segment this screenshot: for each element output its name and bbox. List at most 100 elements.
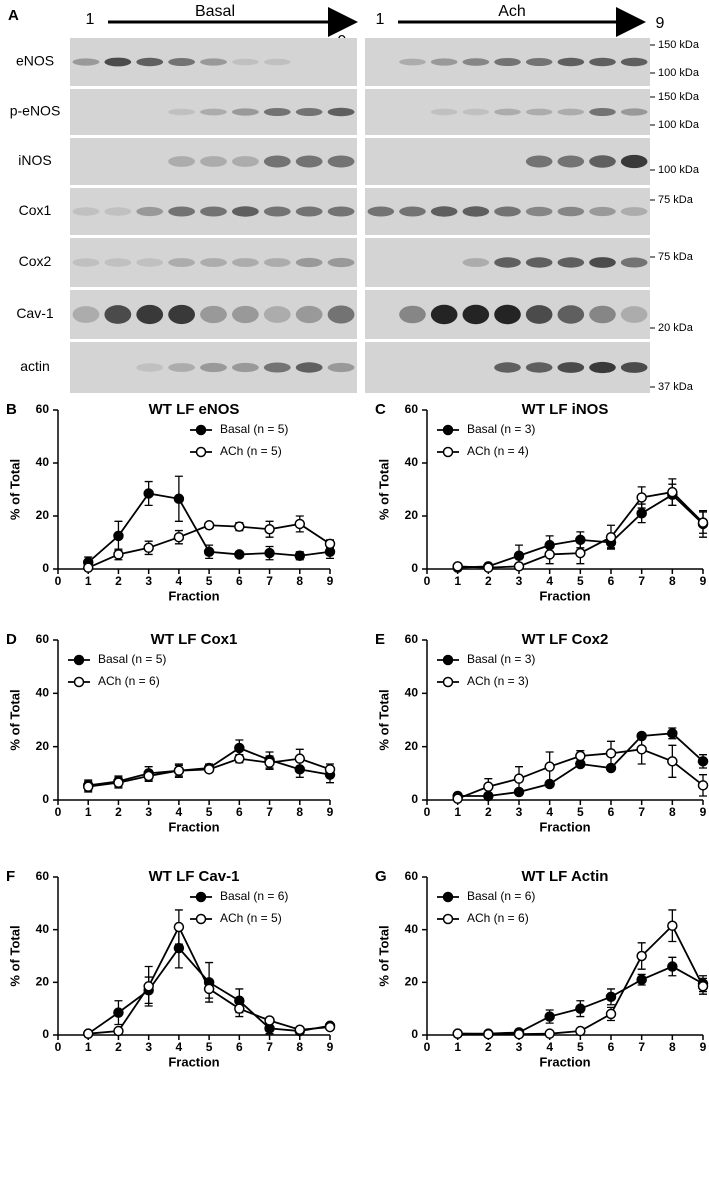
- point: [203, 520, 215, 531]
- band: [525, 362, 553, 373]
- row-label: iNOS: [18, 152, 51, 168]
- band: [525, 305, 553, 324]
- x-tick-label: 2: [115, 1040, 122, 1054]
- point: [513, 1028, 525, 1040]
- point: [173, 921, 185, 933]
- x-tick-label: 9: [327, 805, 334, 819]
- row-label: Cox1: [19, 202, 52, 218]
- row-label: actin: [20, 358, 50, 374]
- point: [513, 550, 525, 561]
- band: [327, 257, 355, 268]
- band: [231, 362, 259, 373]
- y-tick-label: 20: [36, 975, 50, 989]
- x-axis-label: Fraction: [539, 1054, 590, 1069]
- point: [173, 493, 185, 505]
- blot: [70, 238, 357, 287]
- band: [136, 304, 164, 325]
- chart-title: WT LF Cox2: [522, 631, 609, 648]
- x-tick-label: 3: [516, 805, 523, 819]
- band: [168, 58, 196, 66]
- point: [203, 764, 215, 775]
- point: [544, 1028, 555, 1039]
- panel-label: E: [375, 631, 385, 648]
- band: [136, 363, 164, 372]
- marker-label: 100 kDa: [658, 119, 700, 131]
- legend-marker: [195, 446, 207, 458]
- band: [525, 155, 553, 168]
- x-tick-label: 5: [577, 805, 584, 819]
- point: [605, 748, 617, 759]
- y-tick-label: 0: [411, 561, 418, 575]
- point: [667, 728, 678, 739]
- band: [525, 206, 553, 217]
- point: [667, 756, 678, 767]
- x-tick-label: 7: [638, 1040, 645, 1054]
- point: [264, 757, 275, 768]
- x-tick-label: 9: [327, 1040, 334, 1054]
- band: [525, 108, 553, 116]
- point: [452, 561, 463, 572]
- point: [636, 950, 647, 962]
- point: [697, 981, 709, 992]
- x-tick-label: 6: [608, 574, 615, 588]
- x-axis-label: Fraction: [168, 1054, 219, 1069]
- x-tick-label: 0: [55, 805, 62, 819]
- panel-label: D: [6, 631, 17, 648]
- band: [367, 206, 395, 217]
- legend-marker: [73, 654, 85, 666]
- x-tick-label: 6: [236, 574, 243, 588]
- band: [589, 305, 616, 324]
- x-tick-label: 4: [176, 805, 183, 819]
- point: [324, 764, 336, 775]
- band: [399, 206, 426, 217]
- point: [173, 942, 185, 954]
- line-chart: D WT LF Cox1 0 20 40 60 0 1 2 3 4 5 6 7 8 9 Fraction % of…: [6, 631, 336, 834]
- legend-label: ACh (n = 3): [467, 674, 529, 688]
- point: [636, 492, 647, 503]
- legend-label: Basal (n = 6): [467, 889, 535, 903]
- legend-marker: [195, 891, 207, 903]
- point: [513, 773, 525, 784]
- band: [231, 108, 259, 116]
- band: [263, 155, 291, 168]
- legend-marker: [195, 913, 207, 925]
- legend-label: Basal (n = 6): [220, 889, 288, 903]
- band: [72, 258, 100, 267]
- x-tick-label: 1: [85, 574, 92, 588]
- band: [557, 57, 585, 67]
- point: [264, 1015, 275, 1026]
- y-tick-label: 40: [405, 455, 419, 469]
- band: [589, 108, 616, 116]
- x-tick-label: 6: [236, 1040, 243, 1054]
- x-tick-label: 5: [577, 1040, 584, 1054]
- chart-title: WT LF iNOS: [522, 401, 609, 418]
- x-tick-label: 0: [55, 1040, 62, 1054]
- point: [113, 1007, 124, 1018]
- y-tick-label: 60: [36, 402, 50, 416]
- x-tick-label: 4: [546, 805, 553, 819]
- band: [557, 155, 585, 168]
- row-label: Cox2: [19, 253, 52, 269]
- band: [589, 206, 616, 217]
- condition-title: Basal: [195, 3, 235, 20]
- point: [143, 770, 154, 782]
- chart-title: WT LF Actin: [522, 868, 609, 885]
- row-label: Cav-1: [16, 305, 54, 321]
- x-tick-label: 9: [327, 574, 334, 588]
- panel-label: C: [375, 401, 386, 418]
- point: [636, 744, 647, 755]
- point: [667, 920, 678, 931]
- x-tick-label: 5: [206, 805, 213, 819]
- marker-label: 100 kDa: [658, 164, 700, 176]
- legend-marker: [442, 654, 454, 666]
- band: [462, 304, 490, 325]
- point: [605, 531, 617, 543]
- band: [525, 58, 553, 66]
- point: [82, 562, 94, 573]
- band: [104, 258, 132, 267]
- band: [72, 207, 100, 216]
- y-axis-label: % of Total: [7, 459, 22, 520]
- band: [327, 305, 355, 324]
- chart-title: WT LF Cox1: [151, 631, 238, 648]
- y-tick-label: 60: [405, 402, 419, 416]
